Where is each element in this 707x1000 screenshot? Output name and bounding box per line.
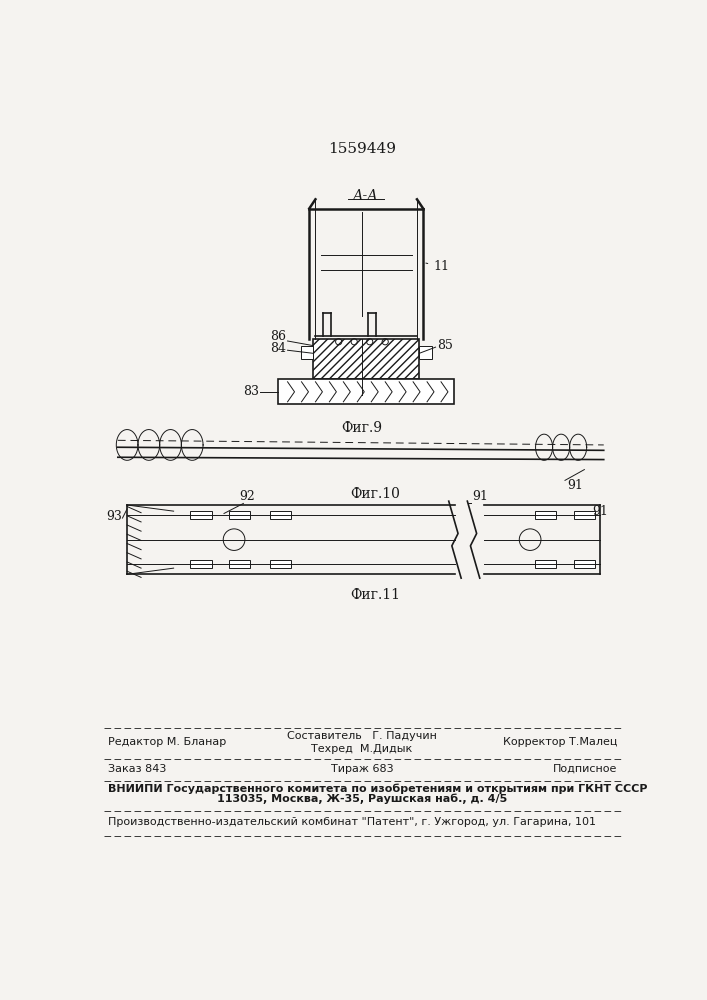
Text: Тираж 683: Тираж 683 [331, 764, 393, 774]
Bar [313, 339, 419, 379]
Text: Фиг.9: Фиг.9 [341, 421, 382, 435]
Text: 84: 84 [270, 342, 286, 355]
Text: Подписное: Подписное [553, 764, 617, 774]
Text: ВНИИПИ Государственного комитета по изобретениям и открытиям при ГКНТ СССР: ВНИИПИ Государственного комитета по изоб… [107, 783, 647, 794]
Text: 83: 83 [243, 385, 259, 398]
Text: Фиг.11: Фиг.11 [350, 588, 400, 602]
Text: А-А: А-А [353, 189, 379, 203]
Text: Редактор М. Бланар: Редактор М. Бланар [107, 737, 226, 747]
Text: 113035, Москва, Ж-35, Раушская наб., д. 4/5: 113035, Москва, Ж-35, Раушская наб., д. … [217, 794, 507, 804]
Bar [573, 560, 595, 568]
Bar [270, 511, 291, 519]
Text: Корректор Т.Малец: Корректор Т.Малец [503, 737, 617, 747]
Text: 11: 11 [426, 260, 449, 273]
Text: 92: 92 [240, 490, 255, 503]
Bar [228, 511, 250, 519]
Bar [300, 346, 313, 359]
Bar [270, 560, 291, 568]
Bar [190, 560, 211, 568]
Text: Составитель   Г. Падучин: Составитель Г. Падучин [287, 731, 437, 741]
Bar [534, 560, 556, 568]
Text: 91: 91 [592, 505, 608, 518]
Text: 85: 85 [437, 339, 453, 352]
Text: 93: 93 [106, 510, 122, 523]
Bar [279, 379, 454, 404]
Bar [228, 560, 250, 568]
Text: Производственно-издательский комбинат "Патент", г. Ужгород, ул. Гагарина, 101: Производственно-издательский комбинат "П… [107, 817, 596, 827]
Bar [573, 511, 595, 519]
Text: Заказ 843: Заказ 843 [107, 764, 166, 774]
Text: 1559449: 1559449 [328, 142, 396, 156]
Text: Техред  М.Дидык: Техред М.Дидык [311, 744, 413, 754]
Text: 91: 91 [567, 479, 583, 492]
Bar [534, 511, 556, 519]
Bar [190, 511, 211, 519]
Text: 91: 91 [472, 490, 488, 503]
Text: Фиг.10: Фиг.10 [350, 487, 400, 501]
Text: 86: 86 [270, 330, 286, 343]
Bar [419, 346, 432, 359]
